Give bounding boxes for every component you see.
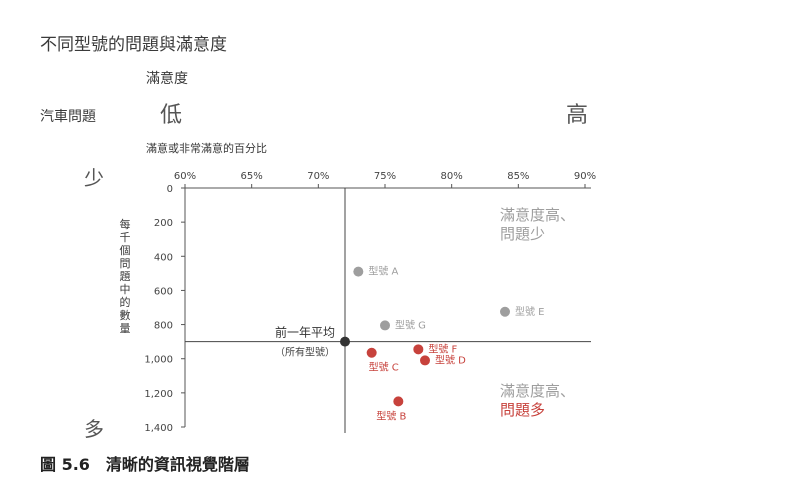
- y-axis-label: 每千個問題中的數量: [119, 218, 131, 335]
- x-tick-label: 90%: [574, 171, 596, 182]
- point-label: 型號 F: [428, 342, 457, 355]
- average-label: 前一年平均: [275, 325, 335, 340]
- y-tick-label: 1,000: [144, 355, 173, 366]
- data-point: [420, 355, 430, 366]
- x-tick-label: 65%: [241, 171, 263, 182]
- point-label: 型號 G: [395, 318, 426, 331]
- few-problems-label: 少: [84, 166, 104, 190]
- x-tick-label: 60%: [174, 171, 196, 182]
- data-point: [353, 266, 364, 277]
- data-point: [393, 396, 404, 407]
- figure-caption: 圖 5.6 清晰的資訊視覺階層: [40, 455, 250, 474]
- region-annotation-line: 問題多: [500, 401, 545, 419]
- point-label: 型號 E: [515, 305, 545, 318]
- data-point: [366, 347, 377, 358]
- many-problems-label: 多: [84, 417, 104, 441]
- x-axis-label: 滿意或非常滿意的百分比: [146, 142, 267, 155]
- region-annotation-line: 滿意度高、: [500, 206, 575, 224]
- y-tick-label: 0: [167, 184, 173, 195]
- data-point: [500, 306, 510, 317]
- low-satisfaction-label: 低: [160, 103, 183, 128]
- x-tick-label: 75%: [374, 171, 396, 182]
- region-annotation-line: 問題少: [500, 225, 545, 243]
- satisfaction-label: 滿意度: [146, 71, 188, 87]
- y-tick-label: 800: [154, 321, 173, 332]
- y-tick-label: 600: [154, 286, 173, 297]
- data-point: [380, 320, 390, 331]
- average-sublabel: （所有型號）: [275, 346, 335, 359]
- y-tick-label: 400: [154, 252, 173, 263]
- y-tick-label: 1,200: [144, 389, 173, 400]
- y-tick-label: 1,400: [144, 423, 173, 434]
- y-tick-label: 200: [154, 218, 173, 229]
- average-point: [340, 336, 350, 347]
- x-tick-label: 70%: [307, 171, 329, 182]
- data-point: [413, 344, 424, 355]
- x-tick-label: 85%: [507, 171, 529, 182]
- problem-label: 汽車問題: [40, 109, 96, 125]
- page-title: 不同型號的問題與滿意度: [40, 35, 227, 55]
- region-annotation-line: 滿意度高、: [500, 382, 575, 400]
- x-tick-label: 80%: [441, 171, 463, 182]
- point-label: 型號 B: [376, 409, 406, 422]
- point-label: 型號 A: [368, 265, 398, 278]
- point-label: 型號 C: [369, 361, 399, 374]
- point-label: 型號 D: [435, 353, 466, 366]
- high-satisfaction-label: 高: [566, 103, 589, 128]
